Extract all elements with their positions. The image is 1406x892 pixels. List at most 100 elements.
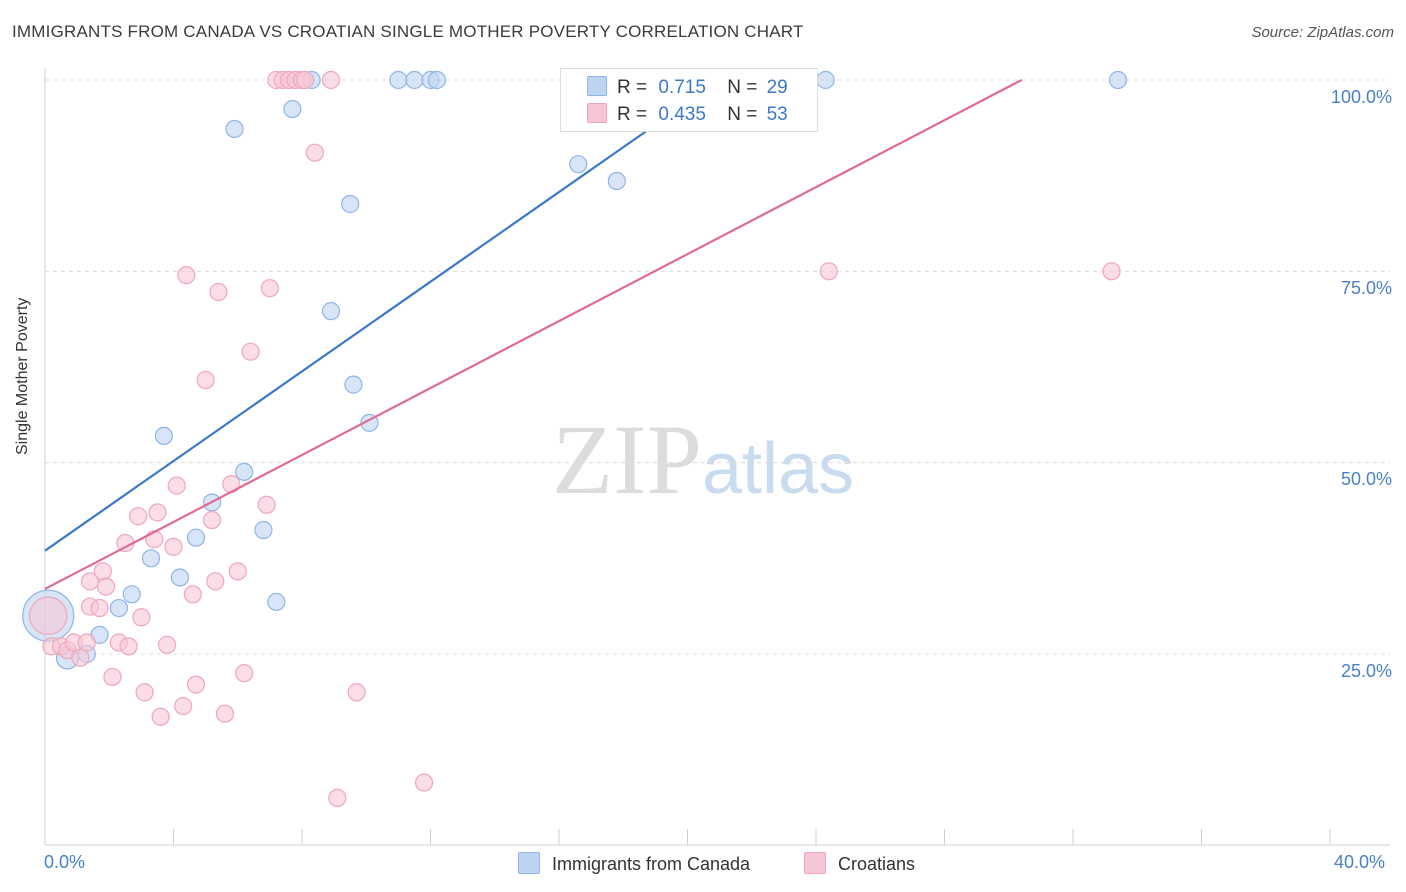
legend-r-value-croatians: 0.435 [658,104,706,125]
bottom-legend-label-canada: Immigrants from Canada [552,854,751,874]
legend-swatch-croatians [587,103,607,123]
canada-point-13 [254,520,273,540]
bottom-legend-canada[interactable]: Immigrants from Canada [518,852,750,875]
legend-row-croatians: R = 0.435 N = 53 [587,103,788,126]
croatians-point-47 [321,70,341,90]
croatians-point-52 [1102,262,1121,281]
croatians-point-33 [215,704,234,723]
croatians-point-10 [93,562,112,581]
legend-r-label: R = [617,104,648,125]
croatians-point-38 [257,495,276,514]
croatians-point-48 [328,788,347,807]
x-tick-label-max: 40.0% [1334,852,1386,872]
croatians-point-24 [167,476,186,495]
canada-point-21 [389,70,408,90]
legend-r-value-canada: 0.715 [658,77,706,98]
croatians-point-11 [96,577,116,596]
croatians-point-36 [235,664,254,683]
watermark-atlas: atlas [702,429,855,509]
croatians-point-27 [183,585,202,604]
croatians-point-30 [202,510,222,530]
canada-point-19 [344,375,363,394]
y-axis-label: Single Mother Poverty [14,297,31,455]
croatians-point-45 [296,70,315,90]
croatians-point-18 [135,683,154,702]
croatians-point-22 [157,635,177,654]
croatians-point-32 [209,282,228,302]
canada-point-9 [186,528,206,547]
legend-r-label: R = [617,77,648,98]
canada-point-24 [427,70,447,90]
canada-point-4 [109,598,128,618]
bottom-legend-swatch-croatians [804,852,826,874]
croatians-point-37 [241,342,260,361]
chart-title: IMMIGRANTS FROM CANADA VS CROATIAN SINGL… [12,22,804,41]
bottom-legend-croatians[interactable]: Croatians [804,852,915,875]
canada-point-6 [141,549,161,568]
croatians-point-6 [77,633,96,652]
x-tick-label-min: 0.0% [44,852,86,872]
croatians-point-20 [148,503,167,522]
croatians-point-31 [206,572,225,591]
legend-row-canada: R = 0.715 N = 29 [587,76,788,99]
canada-point-17 [321,302,341,321]
watermark: ZIPatlas [552,402,854,517]
croatians-point-17 [132,608,151,627]
canada-point-8 [170,568,190,587]
canada-point-15 [283,99,302,119]
legend-n-value-canada: 29 [766,77,788,98]
croatians-point-23 [164,537,183,556]
canada-point-12 [235,462,254,481]
y-tick-label-50: 50.0% [1340,469,1392,489]
croatians-point-25 [174,696,193,716]
correlation-legend: R = 0.715 N = 29 R = 0.435 N = 53 [560,68,818,132]
legend-n-label: N = [727,104,758,125]
legend-n-value-croatians: 53 [766,104,788,125]
croatians-point-9 [90,598,109,618]
y-tick-label-75: 75.0% [1340,278,1392,298]
croatians-point-12 [103,667,122,687]
croatians-point-26 [177,266,196,285]
canada-point-5 [122,585,141,604]
source-label: Source: ZipAtlas.com [1251,24,1394,41]
watermark-zip: ZIP [552,404,702,515]
canada-point-7 [154,426,173,445]
canada-point-14 [267,592,286,612]
y-tick-label-100: 100.0% [1330,87,1392,107]
croatians-point-49 [347,683,366,702]
legend-n-label: N = [727,77,758,98]
croatians-point-39 [260,279,279,298]
canada-point-26 [607,171,626,191]
canada-point-22 [405,70,424,90]
bottom-legend-swatch-canada [518,852,540,874]
croatians-point-21 [151,707,170,726]
bottom-legend-label-croatians: Croatians [838,854,916,874]
croatians-point-15 [119,637,138,656]
croatians-point-16 [129,507,148,526]
croatians-point-28 [186,675,206,694]
croatians-point-35 [228,562,247,581]
croatians-point-8 [80,572,100,591]
canada-point-11 [225,119,244,139]
croatians-point-34 [222,474,241,494]
croatians-point-50 [414,773,434,792]
y-tick-label-25: 25.0% [1340,661,1392,681]
croatians-point-51 [819,262,838,281]
canada-point-18 [341,194,360,214]
series-immigrants-from-canada [22,70,1128,670]
trend-lines [44,79,1023,590]
axes [44,68,1390,846]
canada-point-27 [816,70,835,90]
grid-lines [45,79,1390,655]
trend-line-croatians [44,79,1023,590]
croatians-point-0 [28,596,68,636]
croatians-point-29 [196,370,215,390]
canada-point-25 [569,155,588,174]
legend-swatch-canada [587,76,607,96]
croatians-point-5 [71,648,90,667]
trend-line-canada [44,79,721,552]
croatians-point-46 [305,143,324,162]
series-croatians [28,70,1121,807]
canada-point-28 [1108,70,1128,90]
